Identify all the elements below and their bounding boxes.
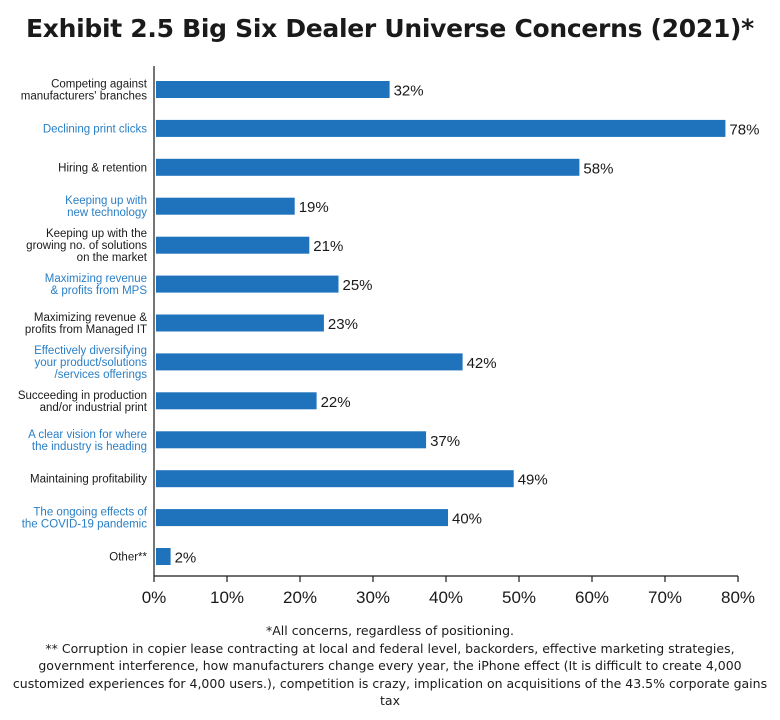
x-tick-label-6: 50% [502, 588, 536, 607]
bar-6 [156, 275, 339, 293]
bar-4 [156, 197, 295, 215]
x-tick-label-8: 70% [648, 588, 682, 607]
value-label-2: 78% [729, 121, 759, 138]
value-label-1: 32% [394, 83, 424, 100]
x-tick-label-3: 20% [283, 588, 317, 607]
x-tick-label-2: 10% [210, 588, 244, 607]
category-label-7: Maximizing revenue & profits from Managed… [25, 312, 147, 336]
bar-3 [156, 158, 580, 176]
bar-5 [156, 236, 310, 254]
bar-12 [156, 509, 448, 527]
chart-title: Exhibit 2.5 Big Six Dealer Universe Conc… [26, 14, 754, 43]
value-label-11: 49% [518, 472, 548, 489]
value-label-3: 58% [583, 160, 613, 177]
bar-10 [156, 431, 427, 449]
value-label-6: 25% [343, 277, 373, 294]
category-label-12: The ongoing effects of the COVID-19 pande… [22, 507, 148, 531]
bar-13 [156, 548, 171, 565]
footnote-all-concerns: *All concerns, regardless of positioning… [265, 623, 515, 638]
category-label-9: Succeeding in production and/or industria… [18, 390, 148, 414]
category-label-10: A clear vision for where the industry is … [28, 429, 147, 453]
value-label-10: 37% [430, 433, 460, 450]
category-label-4: Keeping up with new technology [65, 195, 147, 219]
value-label-12: 40% [452, 511, 482, 528]
value-label-8: 42% [467, 355, 497, 372]
value-label-4: 19% [299, 199, 329, 216]
x-tick-label-4: 30% [356, 588, 390, 607]
value-label-5: 21% [313, 238, 343, 255]
category-label-3: Hiring & retention [58, 162, 147, 174]
category-label-13: Other** [109, 552, 147, 564]
x-tick-label-1: 0% [142, 588, 167, 607]
bar-chart: 32% Competing against manufacturers' branc… [18, 66, 759, 607]
bar-11 [156, 470, 514, 488]
bar-9 [156, 392, 317, 410]
value-label-9: 22% [321, 394, 351, 411]
category-label-8: Effectively diversifying your product/sol… [34, 345, 147, 381]
bar-7 [156, 314, 324, 332]
value-label-7: 23% [328, 316, 358, 333]
category-label-2: Declining print clicks [43, 123, 147, 135]
category-label-6: Maximizing revenue & profits from MPS [45, 273, 148, 297]
x-tick-label-9: 80% [721, 588, 755, 607]
x-tick-label-7: 60% [575, 588, 609, 607]
bar-8 [156, 353, 463, 371]
bar-2 [156, 119, 726, 137]
value-label-13: 2% [175, 550, 197, 567]
category-label-1: Competing against manufacturers' branches [21, 79, 148, 103]
category-label-11: Maintaining profitability [30, 474, 147, 486]
footnote-other: ** Corruption in copier lease contractin… [12, 640, 768, 709]
bar-1 [156, 81, 390, 98]
x-tick-label-5: 40% [429, 588, 463, 607]
footnotes: *All concerns, regardless of positioning… [10, 622, 770, 710]
category-label-5: Keeping up with the growing no. of soluti… [26, 228, 148, 264]
